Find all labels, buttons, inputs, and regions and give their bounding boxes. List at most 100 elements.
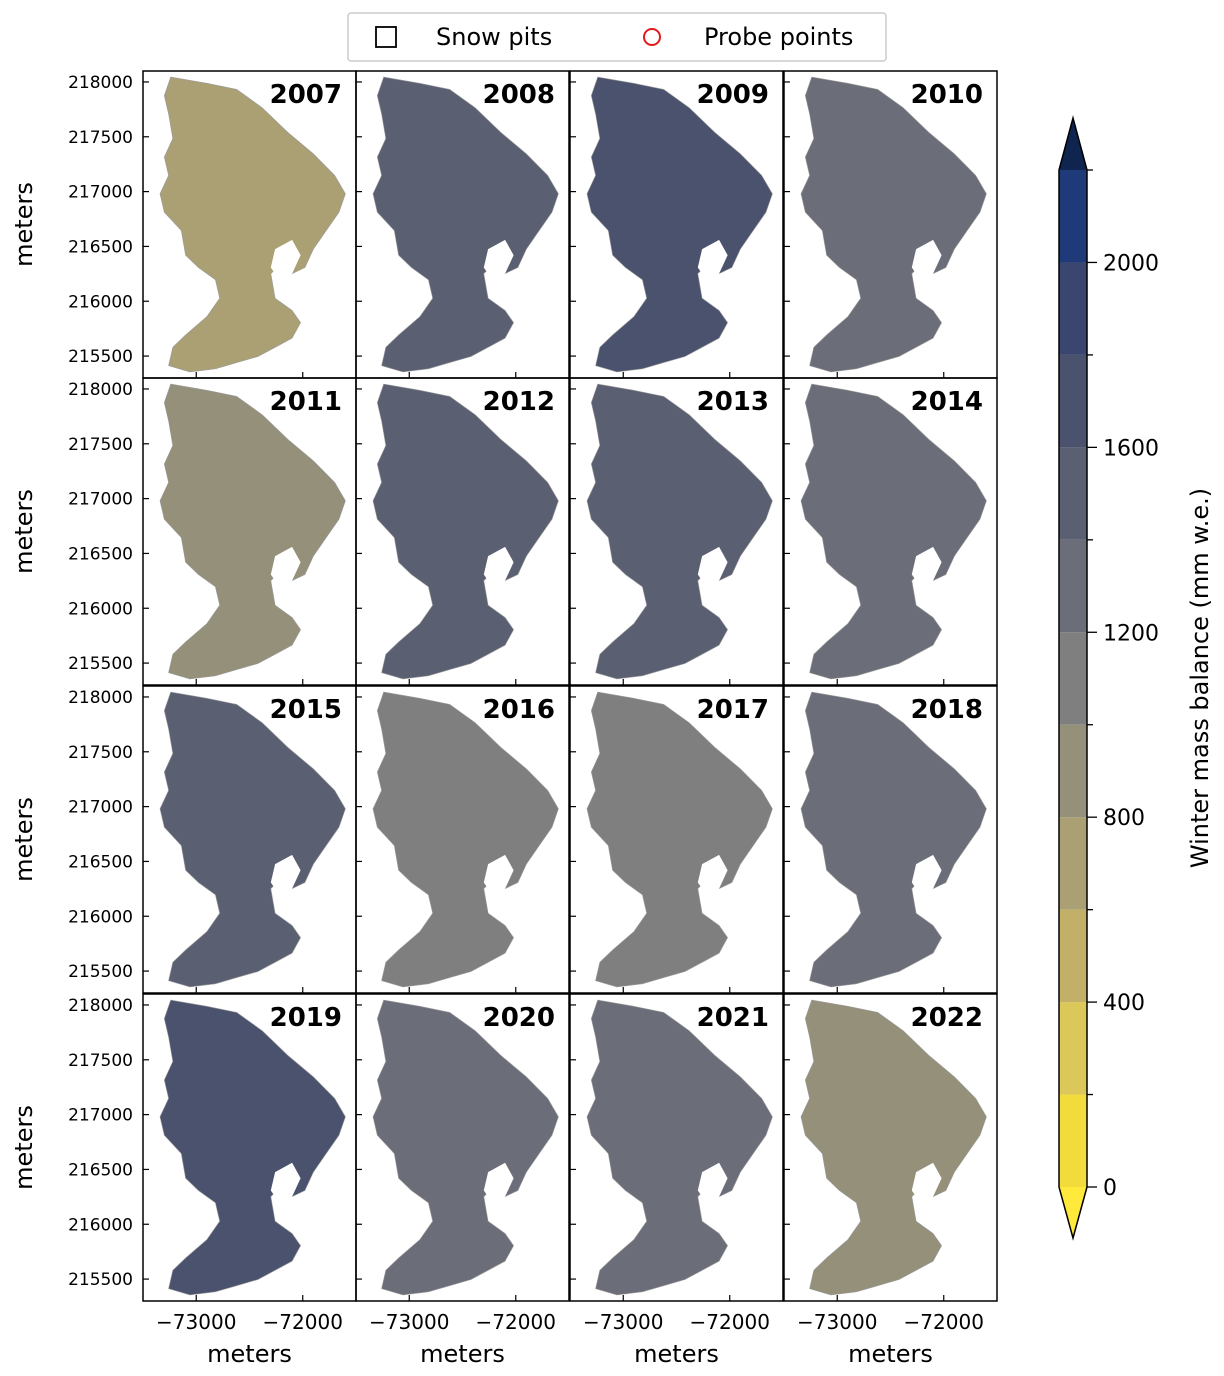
panel-2014: 2014 <box>783 377 998 686</box>
colorbar-band <box>1059 262 1087 355</box>
colorbar-band <box>1059 1002 1087 1095</box>
nunatak <box>483 1162 514 1203</box>
y-tick-label: 216000 <box>68 599 133 619</box>
colorbar-label: Winter mass balance (mm w.e.) <box>1186 488 1214 868</box>
legend-box <box>347 12 887 62</box>
x-tick-label: −73000 <box>797 1310 877 1334</box>
x-tick-label: −72000 <box>263 1310 343 1334</box>
colorbar-band <box>1059 1094 1087 1187</box>
legend: Snow pits Probe points <box>347 12 887 62</box>
nunatak <box>697 1162 728 1203</box>
colorbar-tick-label: 800 <box>1103 806 1145 831</box>
panel-2009: 2009 <box>569 70 784 379</box>
nunatak <box>270 546 301 587</box>
panel-frame <box>569 685 784 994</box>
y-tick-label: 218000 <box>68 73 133 93</box>
panel-2013: 2013 <box>569 377 784 686</box>
nunatak <box>911 1162 942 1203</box>
glacier-field <box>586 999 773 1296</box>
y-tick-label: 217500 <box>68 128 133 148</box>
panel-year-label: 2008 <box>483 80 555 110</box>
x-tick-label: −73000 <box>369 1310 449 1334</box>
panel-frame <box>355 993 570 1302</box>
colorbar-band <box>1059 170 1087 263</box>
panel-frame <box>355 685 570 994</box>
panel-2017: 2017 <box>569 685 784 994</box>
y-tick-label: 216000 <box>68 292 133 312</box>
legend-probe-point-marker <box>643 28 661 46</box>
panel-year-label: 2009 <box>697 80 769 110</box>
legend-snow-pits-label: Snow pits <box>436 23 552 51</box>
glacier-field <box>159 999 346 1296</box>
colorbar-ticks: 0 400 800 1200 1600 2000 <box>1087 169 1159 1201</box>
y-tick-label: 217500 <box>68 743 133 763</box>
panel-year-label: 2021 <box>697 1003 769 1033</box>
colorbar-extend-over <box>1059 118 1087 170</box>
y-tick-label: 216500 <box>68 1160 133 1180</box>
panel-year-label: 2020 <box>483 1003 555 1033</box>
x-tick-label: −72000 <box>690 1310 770 1334</box>
glacier-field <box>372 383 559 680</box>
colorbar-tick-label: 1200 <box>1103 621 1159 646</box>
glacier-field <box>586 691 773 988</box>
x-tick-label: −72000 <box>476 1310 556 1334</box>
x-tick-label: −72000 <box>904 1310 984 1334</box>
glacier-field <box>372 999 559 1296</box>
legend-probe-points-label: Probe points <box>704 23 853 51</box>
y-tick-label: 217000 <box>68 798 133 818</box>
panel-year-label: 2011 <box>270 387 342 417</box>
nunatak <box>483 854 514 895</box>
glacier-field <box>159 691 346 988</box>
panel-year-label: 2022 <box>911 1003 983 1033</box>
panel-2010: 2010 <box>783 70 998 379</box>
nunatak <box>697 239 728 280</box>
y-tick-label: 216000 <box>68 907 133 927</box>
panel-year-label: 2016 <box>483 695 555 725</box>
y-tick-label: 216500 <box>68 544 133 564</box>
y-axis-label: meters <box>10 1105 38 1190</box>
nunatak <box>270 239 301 280</box>
colorbar-band <box>1059 632 1087 725</box>
panel-2012: 2012 <box>355 377 570 686</box>
panel-year-label: 2015 <box>270 695 342 725</box>
legend-snow-pit-marker <box>375 26 397 48</box>
panel-2018: 2018 <box>783 685 998 994</box>
panel-year-label: 2014 <box>911 387 983 417</box>
colorbar-band <box>1059 817 1087 910</box>
x-axis-label: meters <box>634 1340 719 1368</box>
y-tick-label: 217000 <box>68 490 133 510</box>
y-tick-label: 215500 <box>68 1270 133 1290</box>
panel-2008: 2008 <box>355 70 570 379</box>
glacier-field <box>586 76 773 373</box>
y-axis-label: meters <box>10 489 38 574</box>
panel-frame <box>355 377 570 686</box>
panel-grid: 2007 215500 216000 216500 217000 217500 218000… <box>68 70 998 1334</box>
y-tick-label: 217500 <box>68 435 133 455</box>
panel-year-label: 2019 <box>270 1003 342 1033</box>
panel-2007: 2007 215500 216000 216500 217000 217500 218000 <box>68 70 357 379</box>
panel-year-label: 2018 <box>911 695 983 725</box>
glacier-field <box>372 691 559 988</box>
panel-year-label: 2007 <box>270 80 342 110</box>
panel-year-label: 2017 <box>697 695 769 725</box>
panel-2011: 2011 215500 216000 216500 217000 217500 218000 <box>68 377 357 686</box>
colorbar: 0 400 800 1200 1600 2000 Winter mass balance … <box>1058 115 1214 1241</box>
colorbar-band <box>1059 724 1087 818</box>
nunatak <box>911 239 942 280</box>
nunatak <box>911 546 942 587</box>
colorbar-tick-label: 0 <box>1103 1176 1117 1201</box>
glacier-field <box>800 76 987 373</box>
glacier-field <box>586 383 773 680</box>
panel-frame <box>783 993 998 1302</box>
panel-frame <box>783 685 998 994</box>
colorbar-band <box>1059 909 1087 1003</box>
y-tick-label: 215500 <box>68 347 133 367</box>
y-tick-label: 217500 <box>68 1051 133 1071</box>
y-axis-label: meters <box>10 797 38 882</box>
y-axis-labels: meters meters meters meters <box>10 182 38 1190</box>
x-tick-label: −73000 <box>583 1310 663 1334</box>
panel-2019: 2019 215500 216000 216500 217000 217500 218000… <box>68 993 357 1334</box>
y-tick-label: 218000 <box>68 380 133 400</box>
y-tick-label: 218000 <box>68 996 133 1016</box>
y-tick-label: 215500 <box>68 654 133 674</box>
